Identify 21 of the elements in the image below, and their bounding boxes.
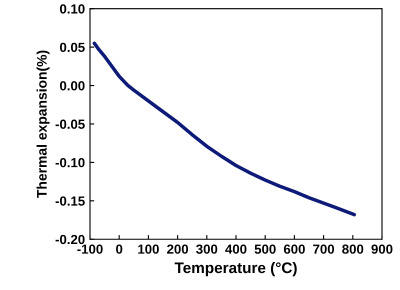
- y-tick-label: 0.10: [60, 4, 85, 14]
- y-axis-title: Thermal expansion(%): [36, 50, 50, 198]
- y-tick-label: -0.10: [56, 158, 85, 168]
- y-tick-label: -0.20: [56, 234, 85, 244]
- x-tick-label: 200: [167, 244, 188, 254]
- x-tick-label: 100: [138, 244, 159, 254]
- x-axis-title: Temperature (°C): [174, 262, 297, 276]
- y-tick-label: -0.15: [56, 196, 85, 206]
- y-tick-label: 0.05: [60, 42, 85, 52]
- x-tick-label: 500: [254, 244, 276, 254]
- x-tick-label: 0: [116, 244, 122, 254]
- x-tick-label: 400: [225, 244, 246, 254]
- line-series: [92, 42, 356, 216]
- y-tick-label: 0.00: [60, 81, 85, 90]
- x-tick-label: 700: [313, 244, 334, 254]
- x-tick-label: 600: [284, 244, 305, 254]
- y-tick-label: -0.05: [56, 120, 85, 129]
- x-tick-label: 800: [342, 244, 364, 254]
- x-tick-label: -100: [77, 244, 103, 254]
- x-tick-label: 900: [371, 244, 392, 254]
- x-tick-label: 300: [196, 244, 218, 254]
